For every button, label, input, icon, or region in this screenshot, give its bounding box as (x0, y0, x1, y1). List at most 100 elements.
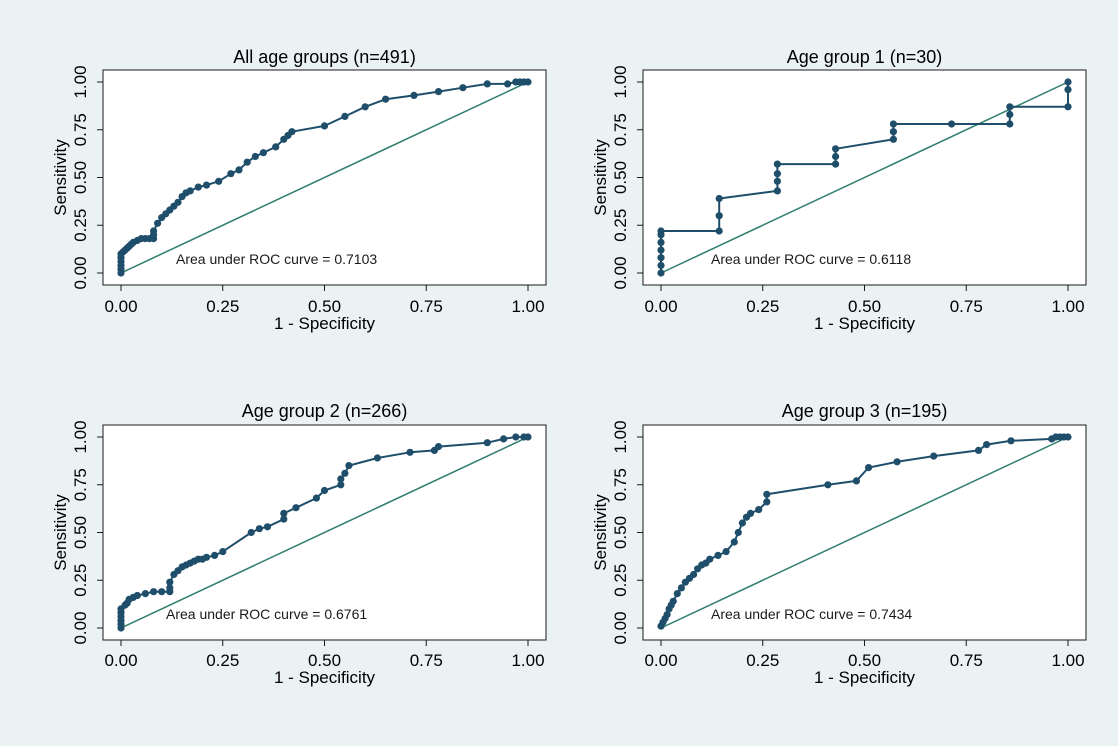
roc-point (263, 523, 272, 531)
y-tick-label: 1.00 (71, 65, 90, 98)
x-tick-label: 0.50 (308, 651, 341, 670)
roc-point (893, 458, 901, 466)
y-tick-label: 0.75 (71, 113, 90, 146)
roc-point (763, 490, 771, 498)
auc-annotation: Area under ROC curve = 0.7434 (711, 606, 912, 622)
panel-title: Age group 1 (n=30) (787, 47, 943, 67)
roc-point (824, 481, 832, 489)
roc-point (889, 135, 898, 143)
roc-point (361, 103, 369, 111)
y-tick-label: 0.75 (611, 468, 630, 501)
roc-point (227, 170, 235, 178)
roc-point (150, 227, 158, 235)
roc-point (734, 528, 742, 537)
y-axis-title: Sensitivity (591, 494, 610, 571)
roc-point (773, 187, 782, 195)
roc-point (280, 509, 288, 517)
auc-annotation: Area under ROC curve = 0.6761 (166, 606, 367, 622)
roc-point (657, 261, 665, 269)
roc-point (235, 166, 243, 174)
x-tick-label: 0.25 (206, 651, 239, 670)
roc-point (500, 435, 508, 443)
roc-point (292, 504, 300, 512)
roc-point (280, 515, 288, 523)
roc-point (690, 570, 698, 579)
roc-point (1064, 86, 1072, 94)
roc-point (773, 160, 782, 168)
reference-line (660, 436, 1069, 629)
roc-point (337, 481, 345, 489)
roc-point (773, 170, 782, 178)
roc-point (243, 158, 251, 166)
roc-point (663, 611, 671, 619)
roc-point (773, 177, 782, 185)
roc-point (166, 584, 174, 592)
roc-point (133, 591, 141, 600)
roc-point (483, 439, 491, 447)
y-tick-label: 0.00 (71, 256, 90, 289)
roc-point (186, 187, 194, 195)
roc-point (202, 553, 211, 561)
roc-panel-4: Age group 3 (n=195) 0.00 0.25 0.50 0.75 1.00 0… (591, 401, 1087, 687)
roc-point (714, 551, 722, 560)
roc-point (657, 254, 665, 262)
roc-point (755, 506, 763, 514)
x-tick-label: 0.75 (410, 297, 443, 316)
y-axis-title: Sensitivity (591, 139, 610, 216)
y-tick-label: 0.25 (611, 564, 630, 597)
x-tick-label: 0.00 (644, 651, 677, 670)
roc-point (865, 464, 873, 472)
roc-point (889, 128, 898, 136)
y-tick-label: 0.50 (611, 516, 630, 549)
x-axis-title: 1 - Specificity (274, 314, 376, 333)
y-tick-label: 0.00 (611, 611, 630, 644)
x-tick-label: 0.25 (206, 297, 239, 316)
x-tick-label: 1.00 (1051, 651, 1084, 670)
y-tick-label: 1.00 (611, 420, 630, 453)
roc-point (1006, 120, 1014, 128)
roc-point (174, 198, 182, 206)
roc-point (715, 194, 723, 203)
auc-annotation: Area under ROC curve = 0.7103 (176, 251, 377, 267)
x-tick-label: 0.00 (104, 651, 137, 670)
roc-point (974, 446, 983, 454)
y-tick-label: 0.00 (611, 256, 630, 289)
roc-point (434, 88, 443, 96)
roc-point (889, 120, 898, 128)
y-tick-label: 1.00 (611, 65, 630, 98)
reference-line (120, 436, 529, 629)
roc-point (373, 454, 381, 462)
roc-point (673, 590, 681, 598)
x-tick-label: 0.50 (308, 297, 341, 316)
roc-point (706, 555, 714, 563)
panel-title: Age group 3 (n=195) (782, 401, 948, 421)
roc-point (459, 84, 467, 92)
y-axis-title: Sensitivity (51, 494, 70, 571)
roc-point (251, 152, 259, 161)
x-tick-label: 0.00 (644, 297, 677, 316)
roc-point (983, 441, 991, 449)
x-axis-title: 1 - Specificity (814, 668, 916, 687)
roc-point (657, 269, 665, 277)
roc-point (669, 597, 677, 605)
roc-point (512, 433, 520, 441)
roc-panel-3: Age group 2 (n=266) 0.00 0.25 0.50 0.75 1.00 0… (51, 401, 547, 687)
roc-point (722, 548, 730, 556)
roc-point (1006, 110, 1014, 119)
roc-point (524, 78, 532, 86)
roc-point (948, 120, 956, 128)
x-tick-label: 0.50 (848, 651, 881, 670)
y-tick-label: 0.00 (71, 611, 90, 644)
roc-point (211, 551, 219, 560)
roc-point (657, 238, 665, 246)
x-tick-label: 1.00 (511, 297, 544, 316)
roc-point (194, 183, 202, 191)
roc-point (738, 519, 747, 527)
y-tick-label: 0.25 (611, 209, 630, 242)
y-tick-label: 0.75 (71, 468, 90, 501)
auc-annotation: Area under ROC curve = 0.6118 (711, 251, 911, 267)
roc-point (141, 590, 149, 598)
roc-point (483, 80, 491, 88)
x-tick-label: 0.50 (848, 297, 881, 316)
